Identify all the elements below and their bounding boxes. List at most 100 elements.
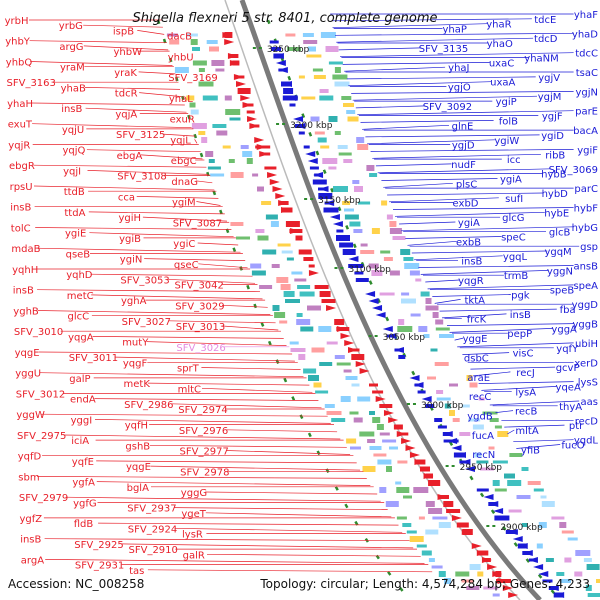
feature-block bbox=[385, 501, 399, 507]
feature-block bbox=[344, 214, 359, 220]
feature-block bbox=[472, 424, 484, 430]
left-gene-label: mdaB bbox=[11, 244, 40, 255]
left-gene-label: SFV_3010 bbox=[14, 327, 63, 338]
feature-block bbox=[271, 264, 280, 268]
feature-block bbox=[346, 438, 357, 444]
map-title: Shigella flexneri 5 str. 8401, complete … bbox=[132, 11, 437, 26]
left-gene-label: yhbW bbox=[114, 47, 143, 58]
feature-block bbox=[436, 390, 444, 394]
left-gene-label: ispB bbox=[113, 26, 134, 37]
feature-block bbox=[332, 74, 348, 80]
feature-block bbox=[459, 432, 471, 436]
feature-block bbox=[229, 117, 241, 121]
left-gene-line bbox=[147, 382, 310, 386]
right-gene-label: glnE bbox=[452, 121, 474, 132]
left-gene-label: SFV_2910 bbox=[129, 545, 178, 556]
right-gene-label: yggN bbox=[547, 266, 573, 277]
feature-block bbox=[318, 326, 332, 332]
feature-block bbox=[357, 144, 369, 150]
right-gene-label: ygiA bbox=[458, 218, 480, 229]
feature-block bbox=[372, 390, 384, 394]
feature-block bbox=[355, 278, 369, 282]
feature-block bbox=[538, 522, 547, 528]
red-gene-arrow bbox=[481, 557, 492, 563]
blue-gene-arrow bbox=[277, 67, 288, 73]
red-gene-arrow bbox=[227, 53, 238, 59]
feature-block bbox=[308, 375, 319, 381]
left-gene-line bbox=[150, 465, 361, 471]
feature-block bbox=[401, 292, 410, 296]
red-gene-arrow bbox=[471, 543, 482, 549]
right-gene-line bbox=[331, 18, 532, 22]
left-gene-label: SFV_2931 bbox=[75, 561, 124, 572]
left-gene-line bbox=[33, 164, 207, 168]
left-gene-label: yhbQ bbox=[6, 58, 33, 69]
right-gene-label: SFV_3135 bbox=[419, 44, 468, 55]
red-gene-arrow bbox=[289, 228, 300, 234]
feature-block bbox=[302, 33, 314, 37]
red-gene-arrow bbox=[256, 144, 267, 150]
feature-block bbox=[289, 341, 299, 345]
feature-block bbox=[428, 508, 443, 514]
feature-block bbox=[186, 95, 195, 101]
feature-block bbox=[389, 221, 397, 227]
red-gene-arrow bbox=[308, 270, 319, 276]
feature-block bbox=[283, 291, 295, 297]
feature-block bbox=[334, 67, 341, 73]
red-gene-arrow bbox=[423, 473, 434, 479]
feature-block bbox=[224, 95, 232, 101]
red-gene-arrow bbox=[437, 494, 448, 500]
left-gene-label: ygfA bbox=[72, 478, 95, 489]
blue-gene-arrow bbox=[413, 382, 424, 388]
blue-gene-arrow bbox=[421, 396, 432, 402]
right-gene-label: exbD bbox=[453, 199, 479, 210]
left-gene-line bbox=[174, 527, 403, 533]
right-gene-line bbox=[504, 424, 565, 428]
left-gene-label: SFV_3053 bbox=[120, 275, 169, 286]
left-gene-line bbox=[90, 273, 253, 277]
feature-block bbox=[488, 446, 495, 450]
left-gene-label: SFV_3027 bbox=[122, 317, 171, 328]
right-gene-label: insB bbox=[510, 310, 531, 321]
feature-block bbox=[353, 417, 363, 423]
left-gene-line bbox=[136, 196, 219, 199]
label-lines bbox=[29, 13, 580, 573]
red-gene-arrow bbox=[388, 417, 399, 423]
left-gene-label: SFV_2937 bbox=[127, 504, 176, 515]
feature-block bbox=[298, 354, 306, 360]
left-gene-label: SFV_3042 bbox=[175, 281, 224, 292]
blue-gene-arrow bbox=[522, 550, 533, 556]
feature-block bbox=[421, 550, 432, 556]
feature-block bbox=[251, 270, 266, 276]
feature-block bbox=[345, 376, 358, 380]
feature-block bbox=[306, 54, 322, 58]
feature-block bbox=[360, 250, 375, 254]
feature-block bbox=[352, 180, 360, 184]
left-gene-label: ygiM bbox=[172, 198, 196, 209]
feature-block bbox=[259, 285, 273, 289]
feature-block bbox=[312, 179, 327, 185]
feature-block bbox=[371, 228, 380, 234]
right-gene-label: tdcC bbox=[575, 49, 598, 60]
feature-block bbox=[389, 270, 400, 276]
right-gene-line bbox=[446, 323, 574, 326]
kbp-label: 3250 kbp bbox=[267, 45, 310, 55]
right-gene-label: ubiH bbox=[575, 339, 598, 350]
feature-block bbox=[509, 453, 523, 457]
blue-gene-arrow bbox=[281, 81, 292, 87]
red-gene-arrow bbox=[224, 39, 235, 45]
red-gene-arrow bbox=[247, 116, 258, 122]
feature-block bbox=[271, 47, 281, 51]
red-gene-arrow bbox=[428, 480, 439, 486]
feature-block bbox=[406, 530, 417, 534]
left-gene-line bbox=[198, 263, 248, 269]
feature-block bbox=[478, 397, 485, 401]
blue-gene-arrow bbox=[332, 221, 343, 227]
red-gene-arrow bbox=[414, 459, 425, 465]
feature-block bbox=[242, 151, 253, 157]
feature-block bbox=[369, 446, 382, 450]
right-gene-label: ptr bbox=[569, 421, 584, 432]
left-gene-label: tas bbox=[129, 566, 144, 577]
feature-block bbox=[461, 579, 474, 583]
feature-block bbox=[331, 418, 346, 422]
